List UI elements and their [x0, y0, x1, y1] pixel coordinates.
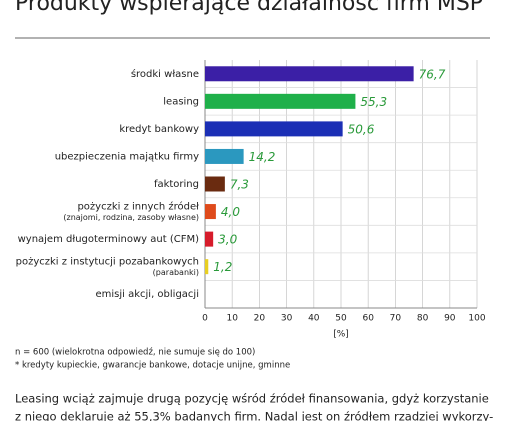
x-tick-label: 10	[226, 314, 238, 324]
note: n = 600 (wielokrotna odpowiedź, nie sumu…	[15, 348, 255, 358]
value-label: 55,3	[360, 95, 387, 109]
chart-title: Produkty wspierające działalność firm MS…	[15, 0, 483, 16]
bar	[205, 231, 214, 247]
value-label: 14,2	[249, 150, 276, 164]
category-label: leasing	[163, 96, 199, 107]
x-tick-label: 80	[417, 314, 429, 324]
value-label: 3,0	[218, 233, 237, 247]
x-tick-label: 40	[308, 314, 320, 324]
category-label: faktoring	[154, 179, 199, 190]
x-tick-label: 70	[390, 314, 402, 324]
category-note: (parabanki)	[153, 268, 199, 277]
category-label: kredyt bankowy	[119, 124, 199, 135]
x-tick-label: 0	[202, 314, 208, 324]
bar	[205, 121, 343, 137]
category-label: ubezpieczenia majątku firmy	[55, 151, 199, 162]
x-tick-label: 100	[468, 314, 485, 324]
bar	[205, 93, 356, 109]
category-label: pożyczki z instytucji pozabankowych	[16, 257, 199, 268]
bar	[205, 259, 209, 275]
category-note: (znajomi, rodzina, zasoby własne)	[63, 213, 199, 222]
category-label: pożyczki z innych źródeł	[77, 201, 199, 213]
note: * kredyty kupieckie, gwarancje bankowe, …	[15, 361, 290, 371]
body-text: z niego deklaruje aż 55,3% badanych firm…	[15, 410, 493, 421]
x-tick-label: 90	[444, 314, 456, 324]
x-tick-label: 30	[281, 314, 293, 324]
value-label: 7,3	[230, 178, 249, 192]
category-label: emisji akcji, obligacji	[95, 289, 199, 300]
bar	[205, 66, 414, 82]
body-text: Leasing wciąż zajmuje drugą pozycję wśró…	[15, 392, 489, 406]
category-label: wynajem długoterminowy aut (CFM)	[18, 234, 199, 245]
category-label: środki własne	[131, 68, 199, 80]
bar	[205, 204, 216, 220]
value-label: 4,0	[221, 205, 240, 219]
value-label: 76,7	[419, 67, 446, 81]
bar	[205, 176, 225, 192]
x-tick-label: 20	[254, 314, 266, 324]
value-label: 1,2	[213, 260, 232, 274]
x-axis-label: [%]	[333, 330, 349, 340]
value-label: 50,6	[348, 122, 375, 136]
x-tick-label: 50	[335, 314, 347, 324]
x-tick-label: 60	[362, 314, 374, 324]
bar	[205, 148, 244, 164]
